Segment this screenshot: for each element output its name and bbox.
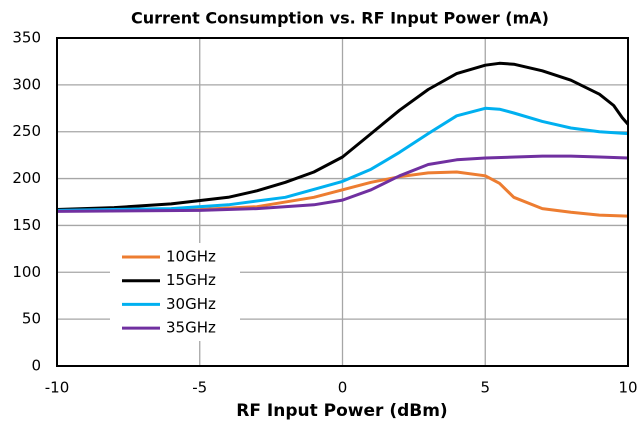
y-tick-label: 100	[12, 263, 41, 281]
legend-label: 15GHz	[166, 271, 216, 289]
y-tick-label: 300	[12, 75, 41, 93]
legend-box	[110, 243, 240, 341]
legend: 10GHz 15GHz 30GHz 35GHz	[110, 243, 240, 341]
y-tick-label: 200	[12, 169, 41, 187]
legend-label: 10GHz	[166, 248, 216, 266]
series-line	[56, 61, 630, 211]
legend-label: 35GHz	[166, 319, 216, 337]
plot-border	[56, 37, 629, 367]
lines	[56, 61, 630, 218]
y-tick-label: 350	[12, 29, 41, 47]
x-tick-label: 0	[338, 379, 348, 397]
x-axis-title: RF Input Power (dBm)	[236, 401, 447, 421]
x-tick-label: -5	[192, 379, 207, 397]
x-tick-label: -10	[45, 379, 70, 397]
chart-title: Current Consumption vs. RF Input Power (…	[131, 9, 549, 28]
series-line	[56, 106, 629, 212]
y-tick-label: 150	[12, 216, 41, 234]
y-tick-label: 0	[31, 357, 41, 375]
y-tick-label: 50	[22, 310, 41, 328]
series-line	[56, 170, 629, 218]
x-tick-label: 5	[480, 379, 490, 397]
ticks: 0 50 100 150 200 250 300 350 -10 -5 0 5 10	[12, 29, 637, 397]
series-line	[56, 154, 629, 213]
x-tick-label: 10	[618, 379, 637, 397]
legend-label: 30GHz	[166, 295, 216, 313]
y-tick-label: 250	[12, 122, 41, 140]
